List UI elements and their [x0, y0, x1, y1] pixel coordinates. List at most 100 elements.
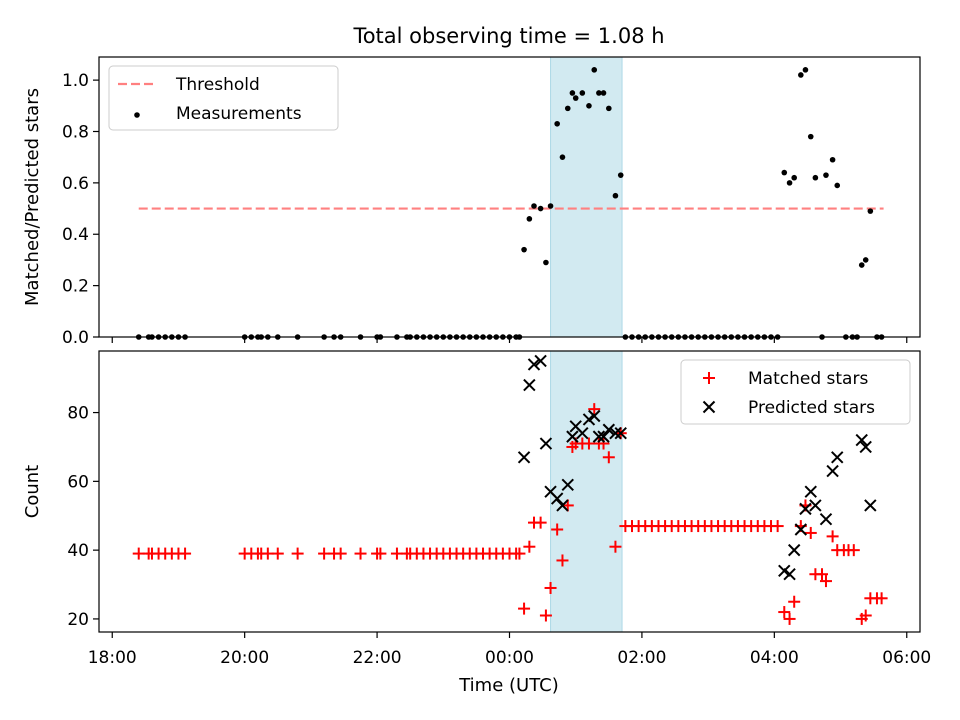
- matched-star-point: [778, 606, 791, 619]
- count-y-axis-label: Count: [22, 465, 43, 518]
- legend-label: Matched stars: [748, 369, 868, 389]
- measurement-point: [862, 257, 869, 263]
- observing-window-shade: [550, 350, 623, 633]
- ratio-y-axis-label: Matched/Predicted stars: [22, 88, 43, 306]
- legend-box: [680, 359, 911, 425]
- predicted-star-point: [534, 354, 547, 368]
- count-panel: 20 40 60 80 18:00 20:00 22:00 00:00 02:00 04:00 0…: [22, 350, 931, 668]
- predicted-star-point: [809, 499, 822, 512]
- matched-star-point: [354, 547, 367, 560]
- matched-star-point: [875, 592, 888, 605]
- predicted-star-point: [592, 430, 606, 443]
- chart-title: Total observing time = 1.08 h: [352, 24, 664, 48]
- x-stroke: [544, 485, 557, 498]
- predicted-star-point: [855, 433, 868, 447]
- predicted-star-point: [566, 430, 579, 443]
- matched-star-point: [788, 595, 801, 608]
- x-axis-label: Time (UTC): [458, 675, 559, 696]
- predicted-star-point: [819, 512, 833, 526]
- measurement-point: [572, 95, 579, 101]
- matched-star-point: [334, 547, 347, 560]
- matched-star-point: [826, 530, 839, 543]
- measurement-point: [543, 259, 549, 266]
- matched-star-point: [534, 516, 547, 529]
- predicted-star-point: [609, 426, 622, 440]
- count-legend: Matched stars Predicted stars: [680, 359, 911, 425]
- measurement-point: [579, 90, 586, 96]
- count-points: [132, 354, 888, 625]
- measurement-point: [867, 208, 874, 214]
- measurement-point: [812, 174, 819, 181]
- predicted-star-point: [794, 523, 808, 536]
- x-stroke: [702, 400, 716, 414]
- x-stroke: [566, 430, 579, 443]
- predicted-star-point: [588, 409, 601, 423]
- measurement-point: [591, 67, 598, 73]
- measurement-point: [802, 67, 809, 73]
- x-stroke: [864, 499, 877, 512]
- matched-star-point: [513, 547, 526, 560]
- x-stroke: [783, 568, 796, 581]
- legend-box: [108, 65, 339, 131]
- matched-star-point: [539, 609, 552, 622]
- x-stroke: [778, 564, 791, 577]
- x-stroke: [859, 440, 872, 454]
- y-tick-label: 0.6: [62, 174, 89, 194]
- x-tick-label: 22:00: [353, 648, 402, 668]
- legend-label: Threshold: [175, 75, 260, 95]
- x-stroke: [819, 512, 833, 526]
- y-tick-label: 80: [67, 404, 89, 424]
- x-stroke: [569, 420, 582, 433]
- measurement-point: [531, 203, 537, 209]
- x-stroke: [809, 499, 822, 512]
- x-stroke: [855, 433, 868, 447]
- measurement-point: [606, 105, 612, 112]
- matched-star-point: [816, 568, 829, 581]
- matched-star-point: [804, 526, 817, 539]
- measurement-point: [526, 216, 533, 222]
- count-y-ticks: 20 40 60 80: [67, 404, 99, 630]
- matched-star-point: [783, 612, 796, 625]
- measurement-point: [798, 72, 804, 78]
- measurement-point: [596, 90, 602, 96]
- x-stroke: [831, 451, 844, 464]
- measurement-point: [791, 174, 798, 181]
- x-stroke: [550, 492, 564, 505]
- matched-star-point: [847, 544, 860, 557]
- x-stroke: [787, 543, 801, 557]
- measurement-point: [586, 103, 592, 109]
- matched-star-point: [597, 437, 610, 450]
- y-tick-label: 20: [67, 610, 89, 630]
- x-stroke: [826, 464, 839, 478]
- predicted-star-point: [550, 492, 564, 505]
- predicted-star-point: [576, 426, 589, 440]
- legend-label: Predicted stars: [748, 398, 875, 418]
- matched-star-point: [544, 581, 557, 594]
- x-stroke: [804, 485, 817, 498]
- x-stroke: [576, 426, 589, 440]
- measurement-point: [547, 203, 554, 209]
- x-stroke: [799, 502, 812, 516]
- x-tick-label: 02:00: [617, 648, 666, 668]
- x-stroke: [527, 358, 541, 371]
- measurement-point: [786, 180, 793, 186]
- x-stroke: [588, 409, 601, 423]
- y-tick-label: 40: [67, 541, 89, 561]
- predicted-star-point: [527, 358, 541, 371]
- count-x-ticks: 18:00 20:00 22:00 00:00 02:00 04:00 06:00: [88, 632, 931, 668]
- measurement-point: [781, 169, 788, 176]
- x-tick-label: 06:00: [882, 648, 931, 668]
- legend-label: Measurements: [176, 104, 302, 124]
- x-stroke: [561, 478, 574, 492]
- measurement-point: [537, 205, 544, 212]
- y-tick-label: 0.2: [62, 277, 89, 297]
- predicted-star-point: [614, 426, 627, 440]
- matched-star-point: [819, 575, 832, 588]
- measurement-point: [834, 182, 841, 189]
- predicted-star-point: [602, 423, 616, 436]
- ratio-legend: Threshold Measurements: [108, 65, 339, 131]
- x-stroke: [517, 451, 531, 464]
- ratio-panel: 0.0 0.2 0.4 0.6 0.8 1.0 Matched/Predicted sta…: [22, 56, 921, 348]
- legend-predicted-swatch: [702, 400, 716, 414]
